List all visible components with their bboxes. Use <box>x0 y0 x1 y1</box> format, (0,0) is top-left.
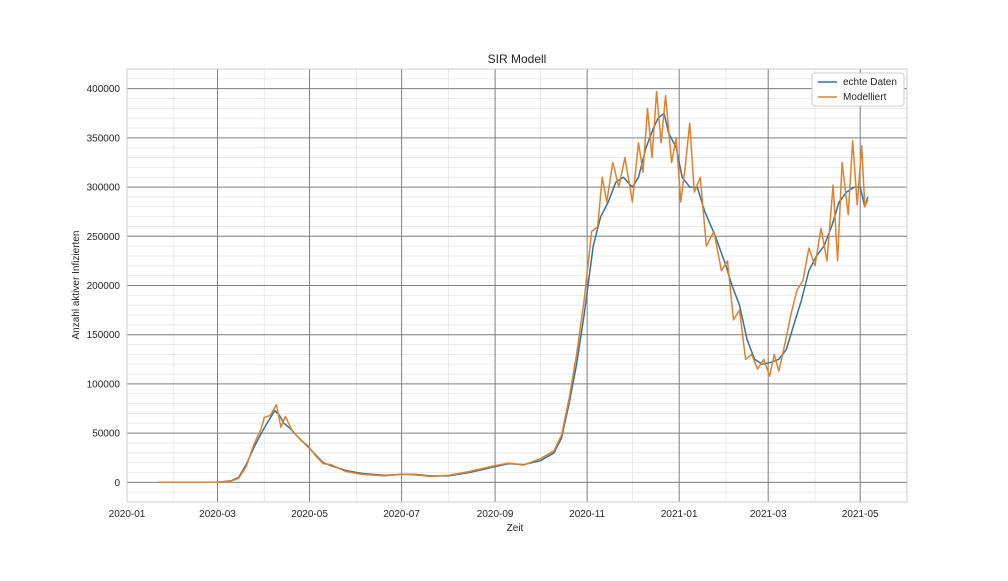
y-tick-label: 400000 <box>87 84 121 95</box>
x-tick-label: 2020-07 <box>383 509 420 520</box>
x-axis-label: Zeit <box>507 523 524 534</box>
x-tick-label: 2021-01 <box>661 509 698 520</box>
x-tick-label: 2020-09 <box>477 509 514 520</box>
major-grid <box>126 69 907 502</box>
legend: echte Daten Modelliert <box>811 72 905 107</box>
y-axis-ticks: 0 50000 100000 150000 200000 250000 300000 3500… <box>87 84 121 489</box>
x-tick-label: 2020-05 <box>291 509 328 520</box>
series-line-echte-daten <box>158 112 869 484</box>
chart-title: SIR Modell <box>488 52 547 66</box>
y-tick-label: 150000 <box>87 330 121 341</box>
y-tick-label: 100000 <box>87 379 121 390</box>
y-tick-label: 200000 <box>87 281 121 292</box>
x-tick-label: 2020-11 <box>569 509 605 520</box>
x-tick-label: 2020-01 <box>109 509 146 520</box>
x-tick-label: 2021-03 <box>750 509 787 520</box>
y-tick-label: 250000 <box>87 232 121 243</box>
y-tick-label: 50000 <box>92 429 120 440</box>
y-tick-label: 350000 <box>87 133 121 144</box>
x-axis-ticks: 2020-01 2020-03 2020-05 2020-07 2020-09 2020-… <box>109 509 879 520</box>
y-axis-label: Anzahl aktiver Infizierten <box>71 231 82 340</box>
series-line-modelliert <box>158 90 869 484</box>
legend-label-modelliert: Modelliert <box>843 92 887 103</box>
legend-label-echte-daten: echte Daten <box>843 77 897 88</box>
series-layer <box>158 90 869 484</box>
y-tick-label: 0 <box>114 478 120 489</box>
x-tick-label: 2020-03 <box>199 509 236 520</box>
plot-frame <box>126 68 908 503</box>
y-tick-label: 300000 <box>87 183 121 194</box>
x-tick-label: 2021-05 <box>842 509 879 520</box>
